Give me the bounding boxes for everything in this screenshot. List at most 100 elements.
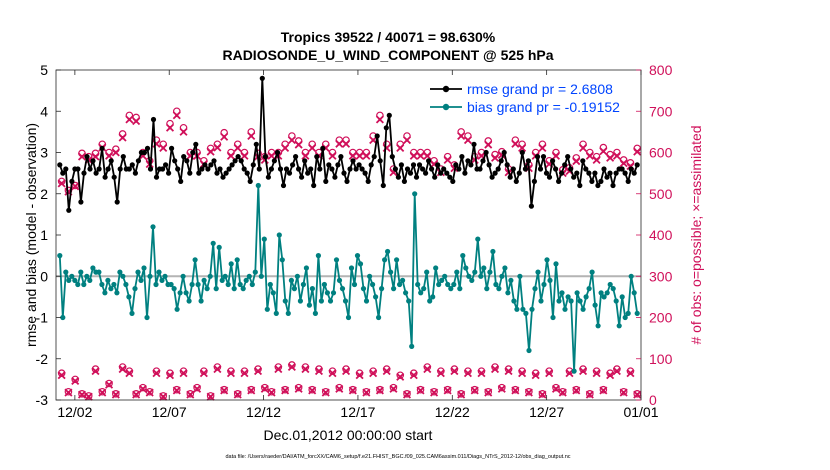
bias-point — [342, 298, 349, 304]
rmse-series — [57, 75, 640, 213]
bias-point — [433, 265, 439, 271]
rmse-point — [465, 158, 471, 164]
obs-assimilated-cross — [233, 143, 242, 152]
obs-assimilated-cross — [402, 390, 412, 399]
rmse-point — [447, 174, 453, 180]
bias-point — [102, 290, 108, 296]
bias-point — [237, 281, 243, 288]
obs-possible-circle — [186, 390, 195, 398]
bias-point — [499, 273, 505, 279]
obs-assimilated-cross — [436, 369, 445, 378]
bias-point — [376, 314, 382, 321]
obs-cross-dot — [432, 162, 436, 166]
obs-possible-circle — [497, 383, 506, 392]
obs-assimilated-cross — [511, 386, 520, 395]
bias-point — [538, 298, 544, 304]
rmse-point — [147, 166, 154, 172]
y-right-tick-label: 0 — [649, 392, 657, 408]
obs-cross-dot — [588, 393, 592, 397]
rmse-point — [196, 170, 202, 176]
obs-cross-dot — [594, 371, 599, 375]
obs-cross-dot — [337, 142, 341, 146]
obs-cross-dot — [148, 390, 152, 395]
rmse-point — [250, 162, 256, 168]
obs-assimilated-cross — [287, 362, 296, 372]
bias-point — [261, 236, 267, 242]
rmse-point — [432, 174, 438, 180]
rmse-point — [483, 149, 489, 156]
bias-point — [87, 277, 93, 283]
rmse-point — [507, 174, 513, 180]
bias-point — [523, 310, 529, 316]
obs-assimilated-cross — [416, 151, 425, 160]
rmse-point — [184, 158, 190, 164]
y-right-tick-label: 800 — [649, 62, 673, 78]
obs-cross-dot — [188, 154, 192, 158]
obs-cross-dot — [466, 138, 470, 142]
obs-assimilated-cross — [382, 367, 391, 376]
obs-cross-dot — [324, 390, 328, 395]
obs-assimilated-cross — [477, 369, 486, 378]
obs-cross-dot — [581, 369, 585, 373]
bias-point — [568, 298, 574, 304]
bias-point — [204, 286, 210, 292]
obs-cross-dot — [547, 371, 551, 375]
obs-assimilated-cross — [77, 152, 87, 161]
bias-point — [571, 368, 577, 374]
plot-background — [56, 70, 641, 400]
obs-assimilated-cross — [443, 386, 452, 395]
bias-point — [327, 298, 334, 304]
rmse-point — [610, 182, 616, 189]
rmse-point — [169, 145, 175, 151]
rmse-point — [631, 170, 637, 176]
bias-point — [400, 277, 406, 283]
rmse-point — [531, 178, 538, 184]
bias-point — [475, 236, 481, 242]
obs-cross-dot — [446, 388, 450, 393]
rmse-point — [553, 166, 559, 172]
rmse-point — [489, 174, 495, 180]
obs-possible-circle — [362, 387, 371, 396]
rmse-point — [153, 174, 160, 180]
obs-cross-dot — [134, 119, 138, 123]
obs-cross-dot — [378, 117, 382, 122]
obs-cross-dot — [459, 134, 463, 138]
obs-assimilated-cross — [612, 151, 621, 160]
bias-point — [210, 240, 216, 246]
obs-cross-dot — [574, 388, 578, 393]
bias-point — [252, 269, 258, 275]
obs-cross-dot — [385, 369, 389, 373]
bias-point — [553, 261, 559, 267]
bias-point — [333, 257, 340, 263]
obs-cross-dot — [337, 387, 341, 391]
bias-point — [592, 302, 598, 308]
obs-assimilated-cross — [91, 367, 100, 376]
obs-cross-dot — [364, 154, 368, 158]
obs-assimilated-cross — [328, 151, 337, 160]
obs-assimilated-cross — [159, 392, 168, 401]
obs-assimilated-cross — [409, 151, 418, 160]
obs-assimilated-cross — [579, 367, 588, 376]
obs-cross-dot — [175, 388, 179, 393]
rmse-point — [120, 154, 126, 160]
x-tick-label: 12/12 — [246, 404, 281, 420]
obs-cross-dot — [466, 371, 470, 375]
obs-cross-dot — [574, 159, 578, 163]
rmse-point — [628, 166, 634, 172]
bias-point — [315, 253, 321, 259]
obs-assimilated-cross — [572, 157, 581, 166]
rmse-point — [344, 178, 350, 184]
rmse-point — [78, 199, 84, 205]
bias-point — [481, 265, 487, 271]
obs-cross-dot — [141, 387, 145, 391]
obs-cross-dot — [622, 390, 626, 395]
bias-point — [397, 281, 403, 288]
bias-point — [150, 224, 156, 230]
rmse-point — [286, 170, 293, 176]
obs-cross-dot — [398, 375, 402, 379]
rmse-point — [540, 154, 547, 160]
bias-point — [394, 257, 400, 263]
obs-possible-circle — [132, 390, 140, 398]
obs-possible-circle — [484, 387, 493, 396]
bias-point — [189, 281, 195, 288]
